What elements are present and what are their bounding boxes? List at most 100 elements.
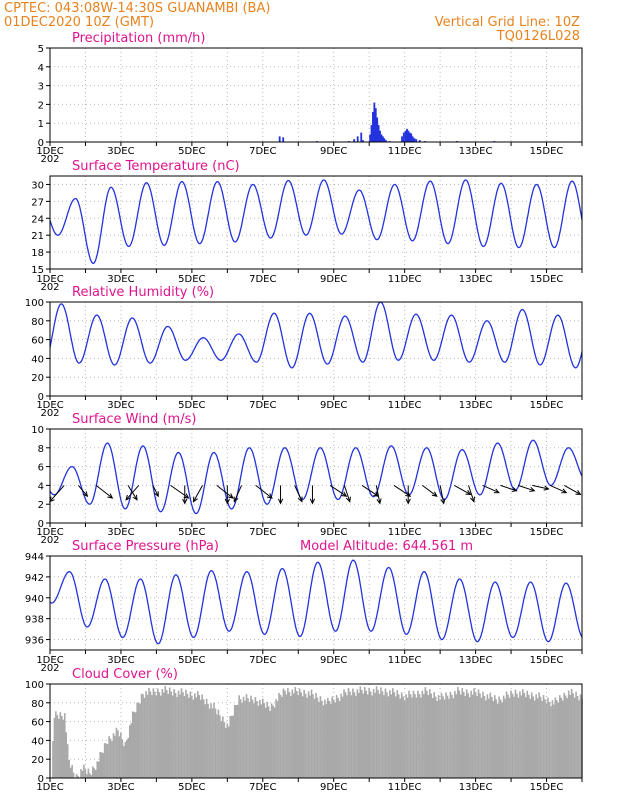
- wind-vector-head: [431, 491, 438, 497]
- cloud-bar: [340, 693, 342, 778]
- cloud-bar: [505, 691, 508, 778]
- cloud-bar: [451, 694, 453, 778]
- cloud-bar: [321, 700, 323, 778]
- wind-vector: [439, 485, 445, 504]
- cloud-bar: [84, 769, 87, 778]
- cloud-bar: [428, 689, 431, 778]
- x-tick-label: 13DEC: [459, 146, 493, 157]
- cloud-bar: [309, 695, 311, 778]
- x-tick-label: 9DEC: [320, 274, 347, 285]
- cloud-bar: [386, 692, 388, 778]
- wind-vector-head: [465, 490, 472, 495]
- cloud-bar: [165, 689, 168, 778]
- cloud-bar: [551, 700, 554, 778]
- header-run-time: 01DEC2020 10Z (GMT): [4, 15, 154, 30]
- cloud-bar: [434, 696, 437, 778]
- cloud-bar: [225, 727, 227, 778]
- cloud-bar: [390, 694, 393, 778]
- cloud-bar: [235, 704, 237, 778]
- x-tick-label: 15DEC: [530, 274, 564, 285]
- wind-vector: [375, 485, 381, 504]
- cloud-bar: [288, 692, 291, 778]
- cloud-bar: [459, 694, 462, 778]
- x-tick-label: 5DEC: [178, 274, 205, 285]
- cloud-bar: [266, 701, 269, 778]
- cloud-bar: [133, 711, 136, 778]
- cloud-bar: [140, 693, 143, 778]
- y-tick-label: 2: [38, 100, 44, 111]
- cloud-bar: [523, 693, 526, 778]
- cloud-bar: [510, 690, 512, 778]
- precip-bar: [377, 125, 380, 142]
- cloud-bar: [536, 698, 539, 778]
- cloud-bar: [99, 751, 102, 778]
- precip-bar: [353, 139, 356, 142]
- wind-vector-head: [345, 496, 351, 503]
- cloud-bar: [269, 710, 271, 778]
- cloud-bar: [547, 697, 549, 778]
- cloud-bar: [318, 702, 320, 778]
- y-tick-label: 10: [31, 425, 44, 436]
- cloud-bar: [414, 694, 416, 778]
- cloud-bar: [437, 695, 440, 778]
- cloud-bar: [427, 695, 430, 778]
- humidity-panel: Relative Humidity (%) 0 20 40 60 80 100 1DEC 3DE…: [25, 285, 583, 419]
- cloud-bar: [148, 687, 150, 778]
- y-tick-label: 30: [31, 180, 44, 191]
- cloud-bar: [111, 741, 113, 778]
- wind-vector-head: [224, 498, 230, 505]
- cloud-bar: [380, 687, 382, 778]
- cloud-bar: [564, 695, 567, 778]
- precip-bar: [410, 133, 413, 142]
- cloud-bar: [439, 699, 441, 778]
- cloud-bar: [242, 696, 245, 778]
- cloud-bar: [250, 695, 252, 778]
- precip-bar: [383, 138, 386, 142]
- x-tick-label: 7DEC: [249, 527, 276, 538]
- cloud-bar: [306, 697, 308, 778]
- cloud-bar: [310, 689, 313, 778]
- pressure-frame: [49, 555, 583, 651]
- x-tick-label: 5DEC: [178, 782, 205, 793]
- cloud-bar: [561, 700, 564, 778]
- cloud-bar: [532, 696, 535, 778]
- cloud-bar: [193, 693, 196, 778]
- cloud-bar: [248, 702, 251, 778]
- cloud-bar: [542, 695, 545, 778]
- wind-vector-head: [493, 488, 500, 494]
- x-tick-label: 7DEC: [249, 274, 276, 285]
- cloud-bar: [374, 692, 376, 778]
- cloud-bar: [273, 707, 276, 778]
- y-tick-label: 20: [31, 373, 44, 384]
- cloud-bar: [359, 686, 362, 778]
- cloud-bar: [384, 688, 387, 778]
- cloud-bar: [446, 695, 449, 778]
- cloud-bar: [443, 699, 446, 778]
- cloud-bar: [86, 774, 88, 778]
- cloud-bar: [465, 689, 468, 778]
- cloud-bar: [332, 699, 335, 778]
- cloud-bar: [201, 694, 203, 778]
- cloud-bar: [81, 770, 84, 778]
- precip-bar: [418, 140, 421, 142]
- wind-vector: [532, 484, 549, 490]
- x-tick-label: 3DEC: [107, 146, 134, 157]
- cloud-bar: [579, 694, 582, 778]
- cloud-bar: [216, 714, 218, 778]
- precip-bar: [373, 102, 376, 142]
- x-tick-label: 3DEC: [107, 782, 134, 793]
- cloud-bar: [530, 692, 533, 778]
- cloud-bar: [362, 693, 365, 778]
- cloud-bar: [483, 696, 486, 778]
- cloud-bar: [247, 698, 249, 778]
- wind-vector: [454, 484, 471, 495]
- cloud-bar: [282, 688, 285, 778]
- x-tick-label: 1DEC: [36, 527, 63, 538]
- cloud-bar: [236, 704, 239, 778]
- cloud-bar: [570, 688, 573, 778]
- cloud-bar: [131, 711, 134, 778]
- cloud-bar: [550, 706, 552, 778]
- precip-bar: [376, 117, 379, 142]
- cloud-bar: [202, 699, 205, 778]
- cloud-bar: [344, 692, 347, 778]
